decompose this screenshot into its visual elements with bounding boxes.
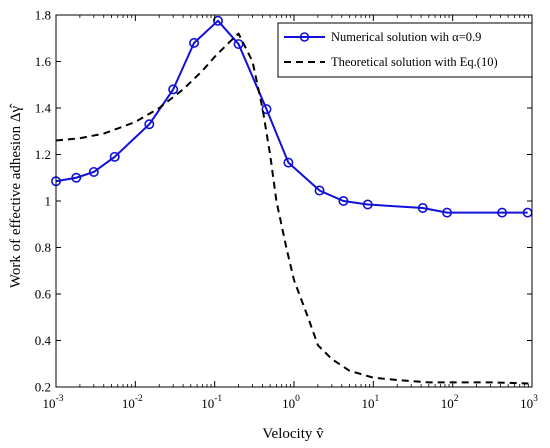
x-tick-label: 102 xyxy=(441,394,459,411)
legend: Numerical solution wih α=0.9 Theoretical… xyxy=(277,22,533,78)
theoretical-solution-line xyxy=(55,32,529,385)
numerical-data-point xyxy=(88,166,99,177)
numerical-data-point xyxy=(261,104,272,115)
numerical-data-point xyxy=(283,157,294,168)
x-axis-label: Velocity v̂ xyxy=(262,426,324,442)
numerical-data-point xyxy=(71,172,82,183)
x-tick-label: 10-1 xyxy=(201,394,222,411)
y-axis-label: Work of effective adhesion Δγ̂ xyxy=(8,103,24,288)
x-tick-label: 10-3 xyxy=(43,394,64,411)
x-tick-label: 100 xyxy=(282,394,300,411)
y-tick-label: 0.2 xyxy=(35,380,51,395)
y-tick-label: 1 xyxy=(45,194,52,209)
legend-marker-numerical xyxy=(299,32,310,42)
x-tick-label: 103 xyxy=(520,394,538,411)
y-tick-label: 0.4 xyxy=(35,333,52,348)
y-tick-label: 1.8 xyxy=(35,8,51,23)
numerical-data-point xyxy=(168,84,179,95)
numerical-data-point xyxy=(338,196,349,207)
plot-area xyxy=(50,15,533,385)
legend-label-theoretical: Theoretical solution with Eq.(10) xyxy=(331,55,498,69)
legend-label-numerical: Numerical solution wih α=0.9 xyxy=(331,30,481,44)
numerical-data-point xyxy=(314,185,325,196)
x-tick-label: 101 xyxy=(361,394,379,411)
y-tick-label: 0.8 xyxy=(35,240,51,255)
numerical-data-point xyxy=(144,119,155,130)
y-tick-label: 1.6 xyxy=(35,54,52,69)
numerical-data-point xyxy=(189,37,200,48)
numerical-data-point xyxy=(109,151,120,162)
x-tick-label: 10-2 xyxy=(122,394,143,411)
y-tick-label: 1.4 xyxy=(35,101,52,116)
y-tick-label: 1.2 xyxy=(35,147,51,162)
numerical-data-point xyxy=(442,207,453,218)
numerical-data-point xyxy=(212,15,223,26)
y-tick-label: 0.6 xyxy=(35,287,52,302)
numerical-data-point xyxy=(362,199,373,210)
axes: 0.2 0.4 0.6 0.8 1 1.2 1.4 1.6 1.8 10-3 10-2 10-1 100… xyxy=(35,8,538,412)
numerical-data-point xyxy=(497,207,508,218)
numerical-data-point xyxy=(417,202,428,213)
legend-box xyxy=(277,22,533,78)
